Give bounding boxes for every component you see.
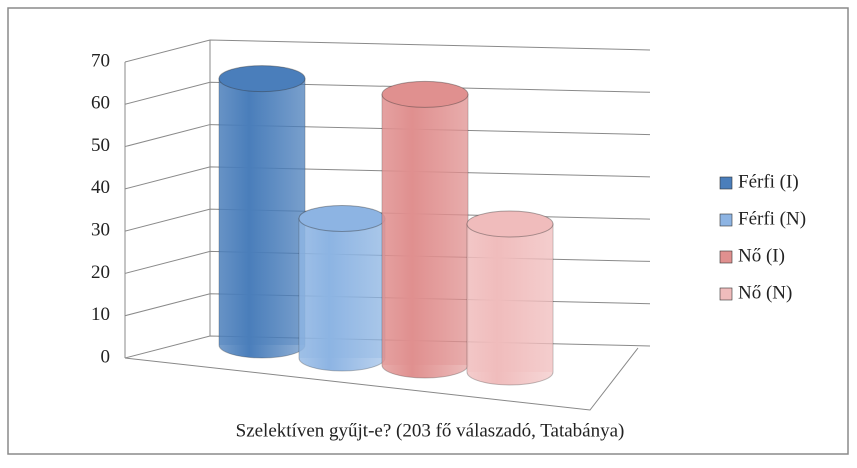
y-tick-label: 60	[91, 93, 110, 114]
legend-label: Férfi (I)	[738, 171, 799, 192]
legend-swatch	[719, 250, 733, 264]
cylinder-top	[298, 204, 386, 232]
y-tick-label: 0	[101, 346, 111, 367]
grid-line	[124, 39, 651, 63]
legend-swatch	[719, 287, 733, 301]
legend-swatch	[719, 213, 733, 227]
grid-line	[124, 166, 651, 190]
x-axis-label: Szelektíven gyűjt-e? (203 fő válaszadó, …	[236, 420, 625, 441]
grid-line	[124, 81, 651, 105]
floor	[124, 347, 639, 411]
y-tick-label: 20	[91, 262, 110, 283]
cylinder-top	[218, 65, 306, 93]
legend-label: Nő (I)	[738, 245, 785, 266]
legend-label: Nő (N)	[738, 282, 792, 303]
legend-label: Férfi (N)	[738, 208, 806, 229]
cylinder-top	[466, 210, 554, 238]
cylinder-top	[381, 80, 469, 108]
cylinder-shade	[467, 224, 553, 372]
legend-swatch	[719, 176, 733, 190]
y-tick-label: 40	[91, 177, 110, 198]
y-tick-label: 30	[91, 220, 110, 241]
cylinder	[381, 93, 469, 379]
cylinder-shade	[219, 78, 305, 345]
y-tick-label: 10	[91, 304, 110, 325]
grid-line	[124, 124, 651, 148]
y-tick-label: 50	[91, 135, 110, 156]
cylinder	[466, 223, 554, 386]
cylinder-shade	[299, 218, 385, 358]
y-tick-label: 70	[91, 50, 110, 71]
cylinder-shade	[382, 94, 468, 365]
